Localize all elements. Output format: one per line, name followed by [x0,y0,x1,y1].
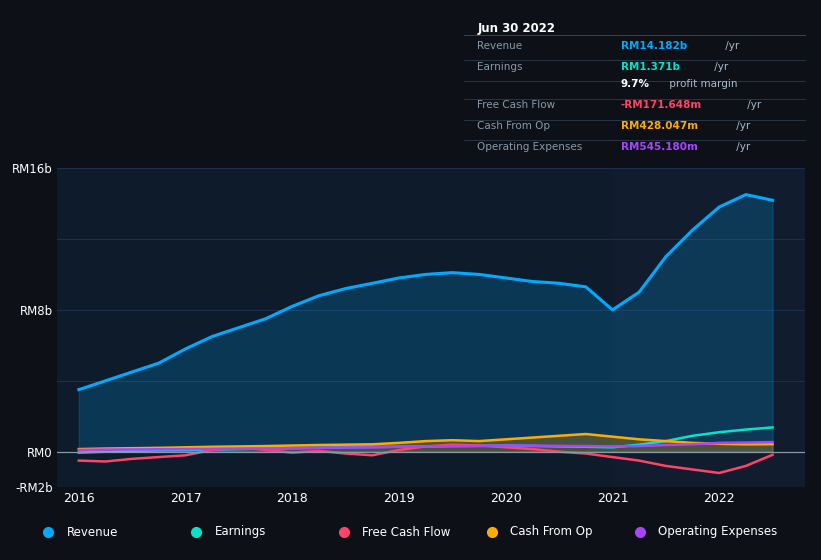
Text: Jun 30 2022: Jun 30 2022 [478,22,556,35]
Bar [612,168,805,487]
Text: Earnings: Earnings [215,525,266,539]
Text: /yr: /yr [733,121,750,131]
Text: /yr: /yr [745,100,762,110]
Text: Free Cash Flow: Free Cash Flow [363,525,451,539]
Text: RM1.371b: RM1.371b [621,62,680,72]
Text: Cash From Op: Cash From Op [478,121,551,131]
Text: Earnings: Earnings [478,62,523,72]
Text: Revenue: Revenue [67,525,118,539]
Text: /yr: /yr [722,41,739,51]
Text: -RM171.648m: -RM171.648m [621,100,702,110]
Text: /yr: /yr [710,62,727,72]
Text: RM545.180m: RM545.180m [621,142,698,152]
Text: Operating Expenses: Operating Expenses [658,525,777,539]
Text: profit margin: profit margin [666,80,737,90]
Text: /yr: /yr [733,142,750,152]
Text: 9.7%: 9.7% [621,80,649,90]
Text: Operating Expenses: Operating Expenses [478,142,583,152]
Text: Revenue: Revenue [478,41,523,51]
Text: Cash From Op: Cash From Op [511,525,593,539]
Text: RM14.182b: RM14.182b [621,41,687,51]
Text: Free Cash Flow: Free Cash Flow [478,100,556,110]
Text: RM428.047m: RM428.047m [621,121,698,131]
